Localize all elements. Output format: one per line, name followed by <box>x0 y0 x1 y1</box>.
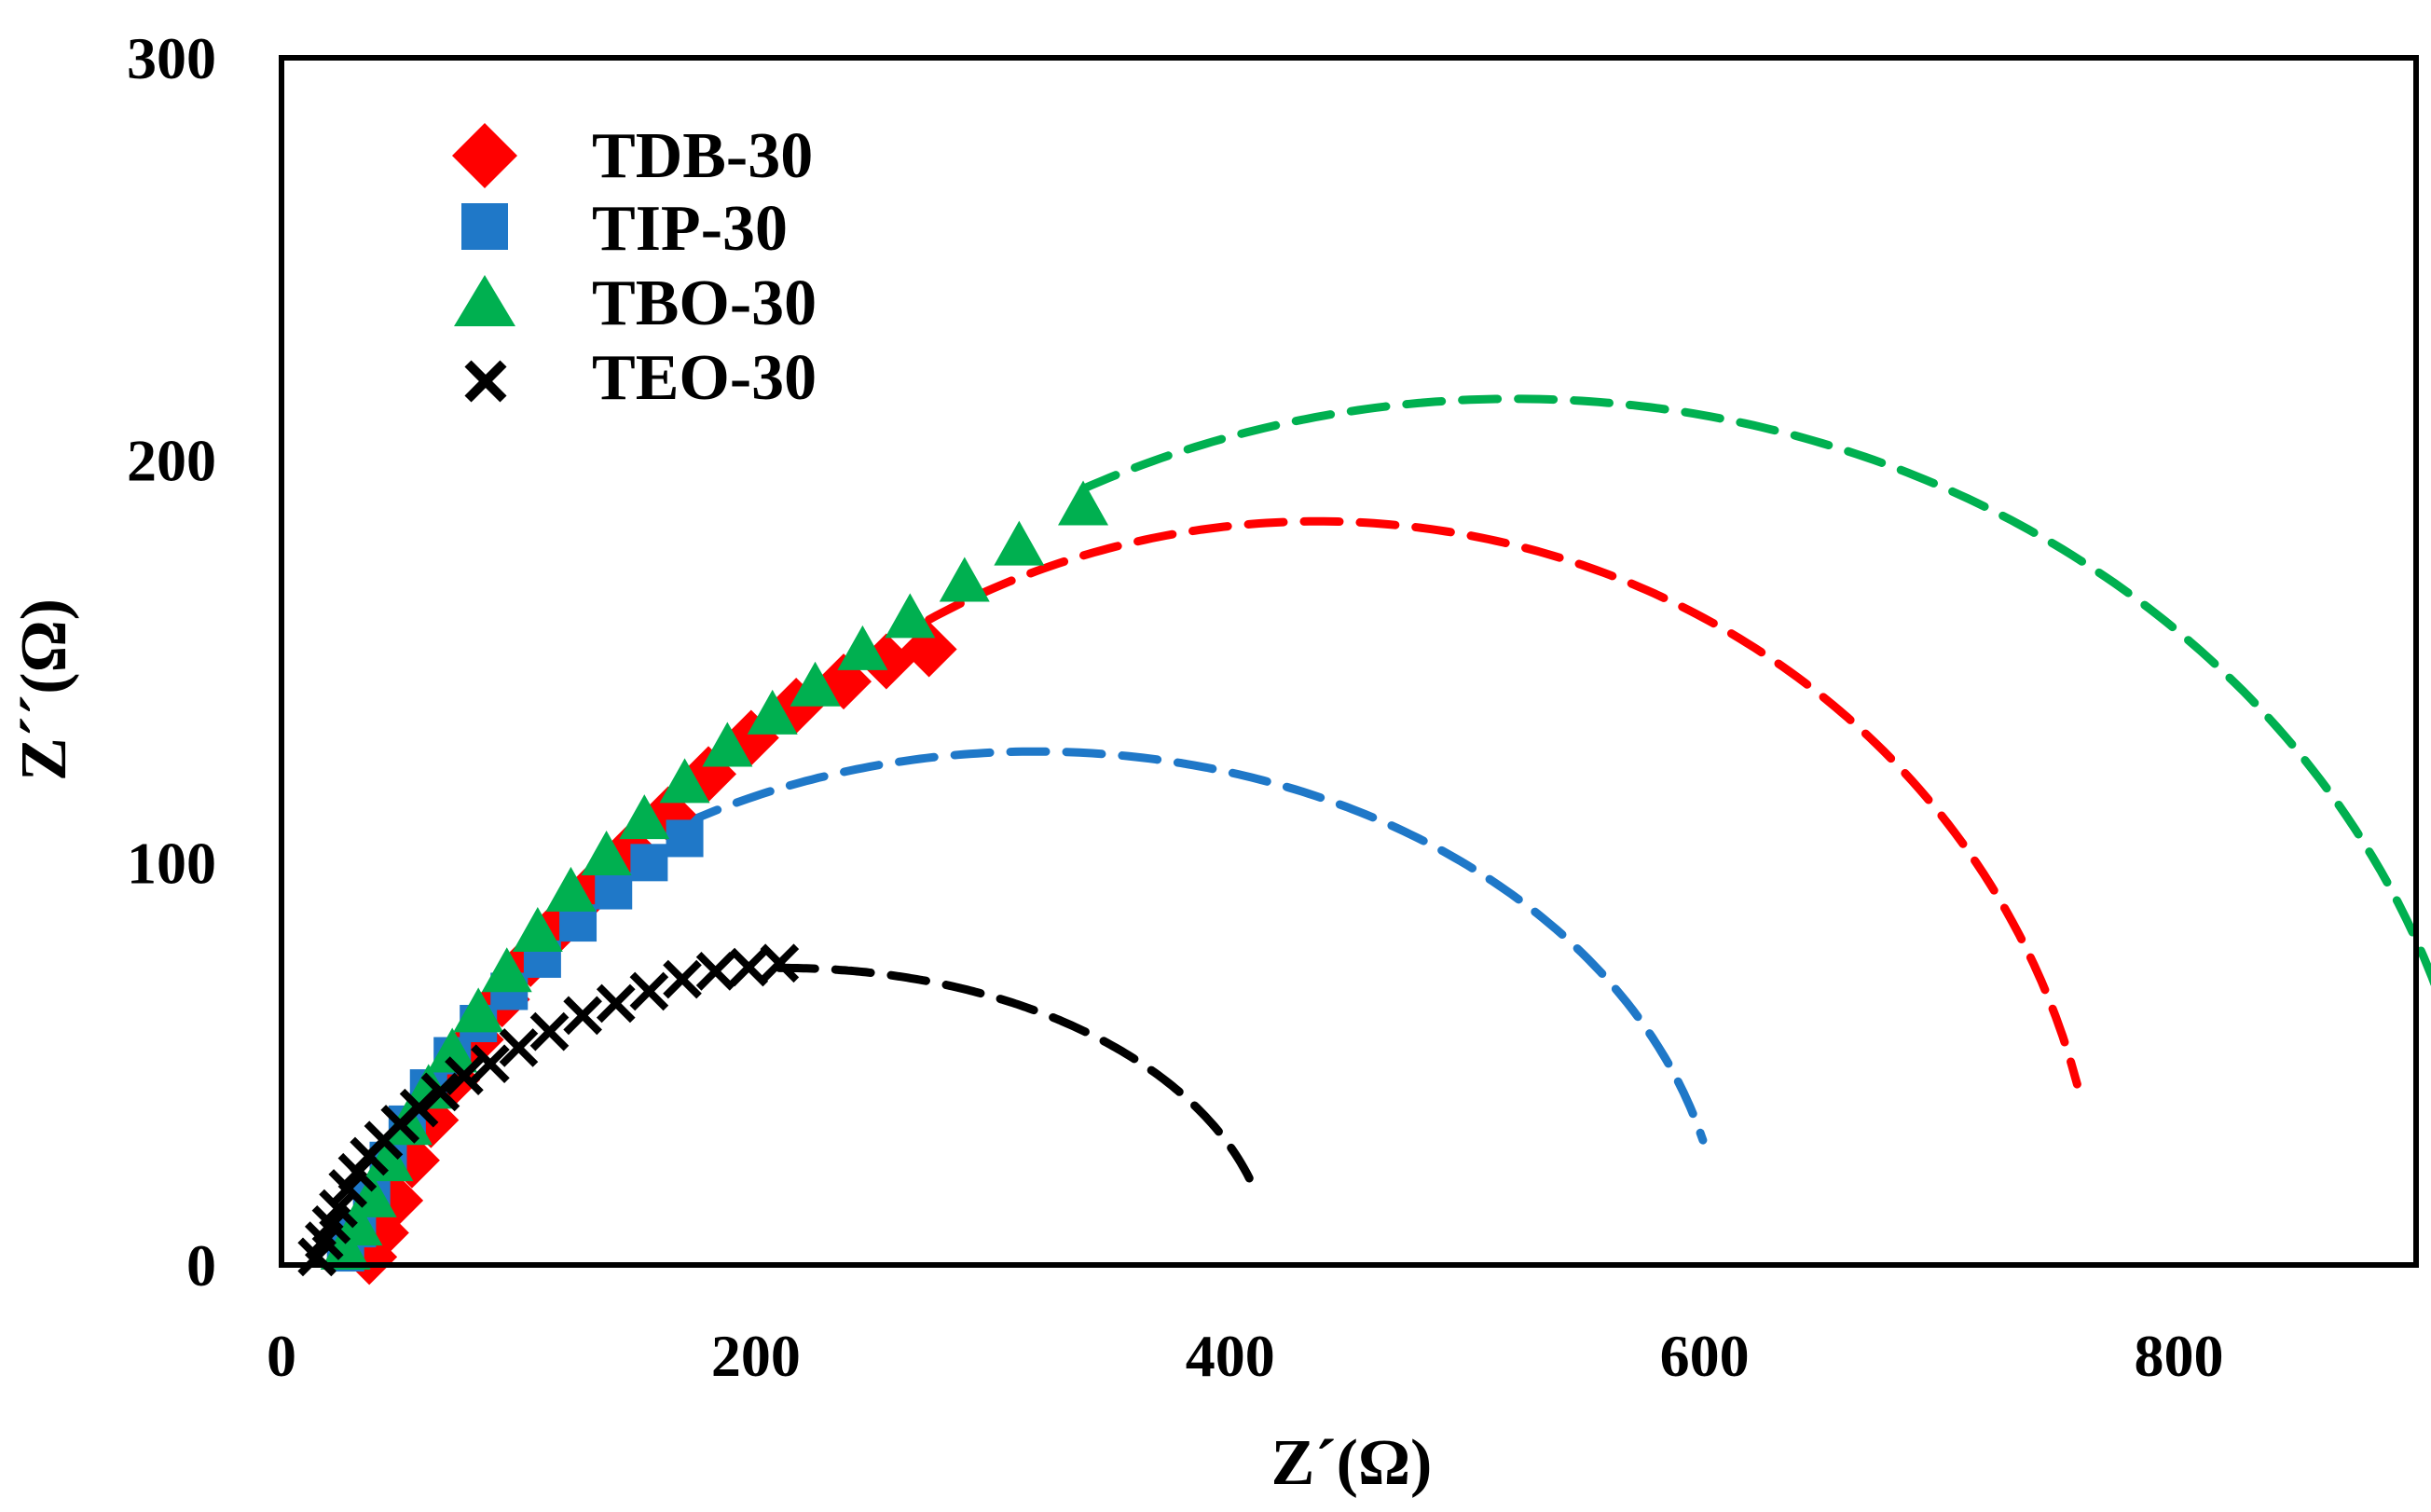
data-point-teo-30 <box>529 1011 570 1052</box>
series-tbo-30 <box>320 480 1109 1271</box>
data-point-teo-30 <box>499 1028 539 1067</box>
data-point-teo-30 <box>445 1056 484 1095</box>
x-tick-label-600: 600 <box>1660 1323 1750 1389</box>
y-tick-label-300: 300 <box>127 25 216 91</box>
data-point-teo-30 <box>729 947 769 987</box>
axis-ticks: 0 200 400 600 800 0 100 200 300 <box>127 25 2224 1389</box>
fit-curves <box>680 394 2431 1198</box>
fit-curve-tbo-30 <box>1078 394 2431 987</box>
data-point-teo-30 <box>629 971 669 1011</box>
plot-frame <box>279 55 2419 1268</box>
legend-marker-tip-30 <box>461 203 508 250</box>
y-axis-title: Z´´(Ω) <box>8 598 80 781</box>
data-point-teo-30 <box>663 959 702 999</box>
fit-curve-tdb-30 <box>925 516 2081 1089</box>
data-point-teo-30 <box>471 1044 510 1083</box>
data-point-tbo-30 <box>702 722 753 767</box>
data-point-tbo-30 <box>790 661 841 707</box>
y-tick-label-200: 200 <box>127 428 216 494</box>
legend-label-tbo-30: TBO-30 <box>592 268 817 339</box>
legend-label-tdb-30: TDB-30 <box>592 120 813 192</box>
data-markers <box>297 480 1109 1285</box>
data-point-tip-30 <box>666 819 704 858</box>
fit-curve-teo-30 <box>775 963 1260 1198</box>
fit-curve-tip-30 <box>680 747 1708 1145</box>
data-point-tbo-30 <box>427 1027 478 1073</box>
data-point-tbo-30 <box>363 1136 414 1182</box>
legend-marker-teo-30 <box>464 360 507 403</box>
x-axis-title: Z´(Ω) <box>1271 1427 1433 1499</box>
x-tick-label-0: 0 <box>267 1323 296 1389</box>
data-point-tbo-30 <box>320 1225 371 1271</box>
x-tick-label-800: 800 <box>2135 1323 2224 1389</box>
data-point-tbo-30 <box>619 794 670 840</box>
data-point-teo-30 <box>319 1189 358 1229</box>
x-tick-label-400: 400 <box>1186 1323 1275 1389</box>
data-point-tbo-30 <box>346 1172 397 1217</box>
data-point-tip-30 <box>630 844 668 882</box>
data-point-teo-30 <box>695 952 735 991</box>
data-point-tip-30 <box>595 872 633 910</box>
legend-marker-tbo-30 <box>454 275 515 326</box>
data-point-teo-30 <box>420 1072 460 1112</box>
y-tick-label-100: 100 <box>127 830 216 896</box>
data-point-teo-30 <box>596 983 636 1024</box>
data-point-tbo-30 <box>659 758 710 804</box>
data-point-tbo-30 <box>453 987 504 1033</box>
data-point-tbo-30 <box>481 947 532 993</box>
legend-label-teo-30: TEO-30 <box>592 342 817 414</box>
data-point-teo-30 <box>760 943 800 983</box>
data-point-teo-30 <box>563 996 602 1036</box>
legend-marker-tdb-30 <box>452 123 517 188</box>
series-teo-30 <box>297 943 800 1277</box>
data-point-tbo-30 <box>1058 480 1109 526</box>
data-point-tbo-30 <box>885 593 936 639</box>
data-point-tbo-30 <box>747 689 798 735</box>
data-point-tbo-30 <box>512 907 563 953</box>
data-point-tbo-30 <box>939 557 990 602</box>
data-point-tbo-30 <box>545 866 597 912</box>
data-point-tbo-30 <box>837 625 888 670</box>
legend: TDB-30 TIP-30 TBO-30 TEO-30 <box>452 120 817 414</box>
data-point-tbo-30 <box>581 831 632 876</box>
data-point-tbo-30 <box>994 520 1045 566</box>
y-tick-label-0: 0 <box>186 1232 216 1299</box>
x-tick-label-200: 200 <box>711 1323 801 1389</box>
legend-label-tip-30: TIP-30 <box>592 193 788 265</box>
